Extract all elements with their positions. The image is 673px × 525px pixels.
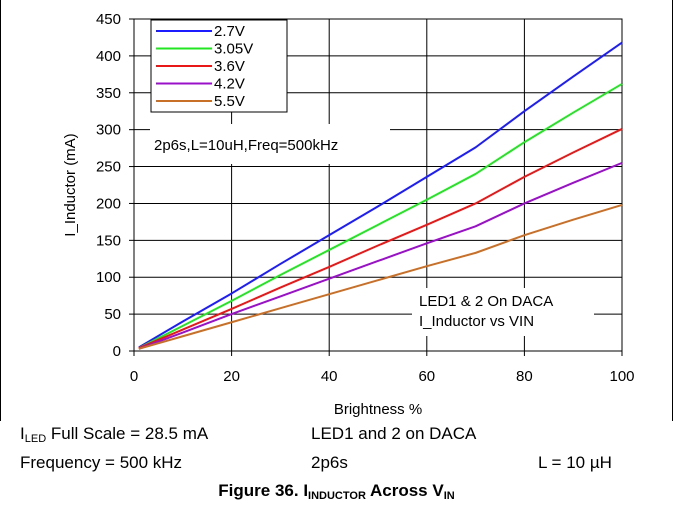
y-tick-label: 200 (96, 195, 121, 212)
figure-caption: Figure 36. IINDUCTOR Across VIN (0, 481, 673, 502)
annotation-vs-vin: I_Inductor vs VIN (419, 313, 534, 330)
frame-left-border (0, 0, 1, 421)
y-tick-label: 50 (104, 306, 121, 323)
x-tick-label: 40 (321, 368, 338, 385)
x-tick-label: 60 (418, 368, 435, 385)
annotation-box-2 (412, 288, 594, 336)
x-axis-label: Brightness % (334, 401, 422, 418)
caption-middle: Across V (365, 481, 444, 500)
series-line (138, 161, 623, 350)
y-tick-label: 400 (96, 48, 121, 65)
iled-subscript: LED (24, 433, 47, 445)
x-tick-label: 100 (609, 368, 634, 385)
annotation-box (150, 124, 390, 164)
frequency-info: Frequency = 500 kHz (20, 453, 183, 472)
y-axis-label: I_Inductor (mA) (62, 133, 79, 236)
caption-prefix: Figure 36. I (218, 481, 309, 500)
plot-area-border (133, 18, 623, 352)
y-tick-label: 150 (96, 232, 121, 249)
series-line (138, 203, 623, 350)
y-tick-label: 350 (96, 85, 121, 102)
led-daca-info: LED1 and 2 on DACA (311, 424, 477, 443)
legend-label: 3.05V (214, 41, 253, 58)
iled-full-scale: ILED Full Scale = 28.5 mA (20, 424, 208, 445)
legend-label: 2.7V (214, 23, 245, 40)
series-lines (138, 41, 623, 350)
y-tick-label: 300 (96, 122, 121, 139)
series-line (138, 41, 623, 349)
x-tick-label: 80 (516, 368, 533, 385)
y-tick-label: 450 (96, 11, 121, 28)
iled-value: Full Scale = 28.5 mA (46, 424, 209, 443)
legend-label: 5.5V (214, 93, 245, 110)
annotation-led-daca: LED1 & 2 On DACA (419, 293, 553, 310)
tick-labels: 0 20 40 60 80 100 0 50 100 150 200 250 300 350 400 450 (96, 11, 635, 385)
legend-label: 3.6V (214, 58, 245, 75)
config-info: 2p6s (311, 453, 348, 472)
caption-sub-in: IN (443, 490, 455, 502)
legend-label: 4.2V (214, 76, 245, 93)
iled-symbol: I (20, 424, 25, 443)
caption-sub-inductor: INDUCTOR (308, 490, 366, 502)
series-line (138, 128, 623, 349)
y-tick-label: 250 (96, 159, 121, 176)
line-chart: 0 20 40 60 80 100050100150200250300350400450 … (62, 11, 635, 418)
x-tick-label: 20 (223, 368, 240, 385)
series-line (138, 83, 623, 349)
inductance-info: L = 10 µH (538, 453, 612, 472)
y-tick-label: 100 (96, 269, 121, 286)
y-tick-label: 0 (113, 343, 121, 360)
x-tick-label: 0 (130, 368, 138, 385)
annotation-config: 2p6s,L=10uH,Freq=500kHz (154, 137, 338, 154)
